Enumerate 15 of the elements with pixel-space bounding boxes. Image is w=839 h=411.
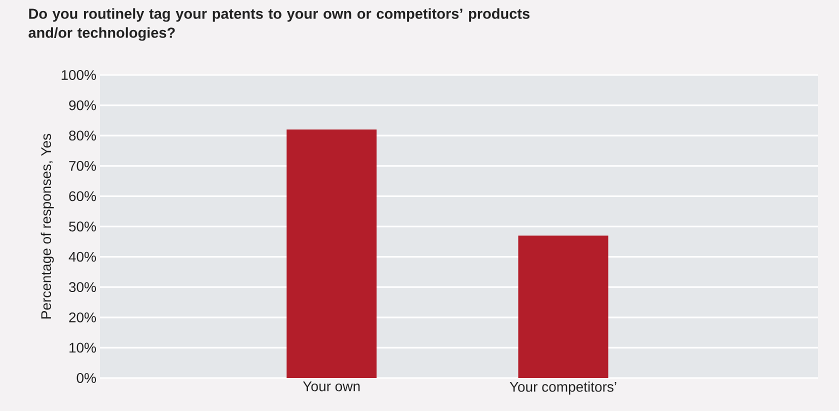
y-tick-label: 0% xyxy=(76,373,96,383)
y-tick-label: 20% xyxy=(69,312,96,322)
y-tick-label: 90% xyxy=(69,100,96,110)
y-tick-label: 40% xyxy=(68,252,96,262)
y-axis-title: Percentage of responses, Yes xyxy=(40,134,54,318)
y-tick-label: 10% xyxy=(70,342,96,353)
y-tick-label: 50% xyxy=(69,222,96,232)
y-tick-label: 100% xyxy=(62,70,96,80)
y-tick-label: 70% xyxy=(69,160,96,171)
x-tick-label: Your competitors’ xyxy=(510,382,616,395)
y-tick-label: 60% xyxy=(69,191,96,202)
chart-title: Do you routinely tag your patents to your own or competitors’ products and/or technologies? xyxy=(28,8,530,41)
y-tick-label: 80% xyxy=(69,130,96,141)
y-tick-label: 30% xyxy=(68,282,96,292)
x-tick-label: Your own xyxy=(303,382,360,392)
